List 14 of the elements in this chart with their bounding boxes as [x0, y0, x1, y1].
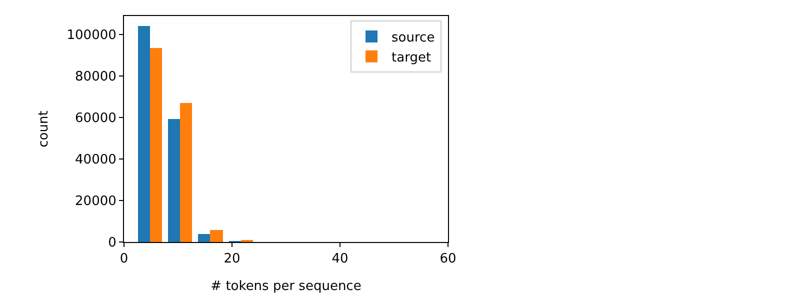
y-tick-label: 100000	[66, 28, 116, 44]
x-tick-label: 40	[332, 252, 348, 267]
x-tick-label: 0	[120, 252, 128, 267]
legend-label: source	[392, 30, 435, 46]
y-tick-label: 60000	[75, 111, 116, 126]
y-axis-title: count	[36, 110, 52, 148]
x-tick-label: 20	[224, 252, 240, 267]
y-tick-label: 80000	[75, 70, 116, 85]
y-tick-label: 0	[108, 236, 116, 251]
y-tick-label: 40000	[75, 152, 116, 168]
legend-label: target	[392, 50, 432, 66]
x-axis-title: # tokens per sequence	[210, 279, 362, 294]
x-tick-label: 60	[440, 252, 456, 267]
y-tick-label: 20000	[75, 194, 116, 210]
